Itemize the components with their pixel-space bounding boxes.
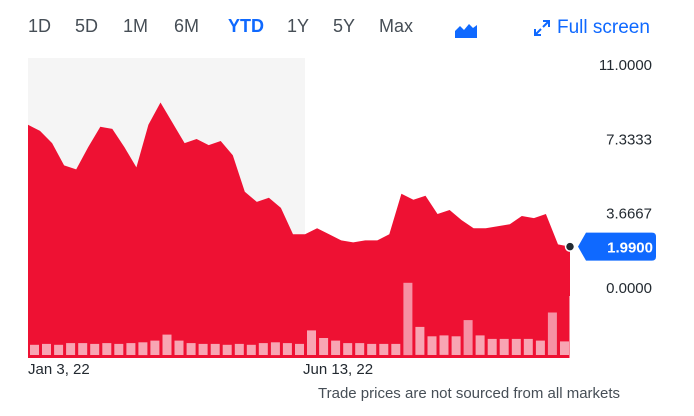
volume-bar bbox=[222, 344, 232, 355]
volume-bar bbox=[307, 330, 316, 355]
volume-bar bbox=[367, 343, 377, 355]
volume-bar bbox=[66, 343, 76, 355]
y-tick-label: 11.0000 bbox=[599, 57, 652, 74]
volume-bar bbox=[427, 336, 437, 355]
volume-bar bbox=[138, 342, 148, 356]
volume-bar bbox=[282, 343, 292, 355]
current-price-marker bbox=[564, 241, 576, 252]
price-area-series bbox=[28, 102, 570, 358]
volume-bar bbox=[535, 340, 545, 355]
mountain-chart-icon[interactable] bbox=[455, 22, 477, 43]
volume-bar bbox=[403, 282, 413, 356]
fullscreen-label: Full screen bbox=[557, 17, 650, 38]
fullscreen-button[interactable]: Full screen bbox=[533, 17, 650, 39]
volume-bar bbox=[90, 343, 100, 355]
volume-bar bbox=[439, 335, 449, 355]
volume-bar bbox=[174, 340, 184, 355]
volume-bar bbox=[186, 343, 196, 355]
current-price-badge bbox=[578, 232, 656, 261]
volume-bar bbox=[487, 338, 497, 355]
current-price-label: 1.9900 bbox=[607, 240, 653, 257]
volume-bar bbox=[54, 344, 64, 355]
y-tick-label: 3.6667 bbox=[606, 206, 652, 223]
volume-bar bbox=[523, 338, 533, 355]
range-6m-button[interactable]: 6M bbox=[174, 16, 200, 36]
volume-bar bbox=[355, 343, 365, 355]
volume-bar bbox=[319, 338, 329, 355]
y-tick-label: 0.0000 bbox=[606, 280, 652, 297]
x-tick-label: Jan 3, 22 bbox=[28, 361, 90, 378]
volume-bar bbox=[270, 342, 280, 356]
volume-bar bbox=[162, 334, 172, 355]
range-1d-button[interactable]: 1D bbox=[28, 16, 52, 36]
volume-bar bbox=[391, 343, 401, 355]
volume-bar bbox=[234, 343, 244, 355]
range-1y-button[interactable]: 1Y bbox=[287, 16, 310, 36]
volume-bar bbox=[560, 341, 569, 355]
volume-bar bbox=[78, 343, 88, 355]
range-5y-button[interactable]: 5Y bbox=[333, 16, 356, 36]
volume-bar bbox=[511, 338, 521, 355]
expand-arrows-icon bbox=[534, 20, 550, 36]
volume-bar bbox=[102, 343, 112, 355]
volume-bar bbox=[198, 343, 208, 355]
volume-bar bbox=[547, 312, 557, 355]
volume-bar bbox=[379, 343, 389, 355]
range-ytd-button[interactable]: YTD bbox=[228, 16, 264, 36]
x-tick-label: Jun 13, 22 bbox=[303, 361, 373, 378]
volume-bar bbox=[210, 343, 220, 355]
volume-bar bbox=[126, 343, 136, 355]
volume-bar bbox=[295, 343, 304, 355]
range-max-button[interactable]: Max bbox=[379, 16, 414, 36]
volume-bar bbox=[246, 344, 256, 355]
chart-footnote: Trade prices are not sourced from all ma… bbox=[318, 385, 621, 402]
volume-bar bbox=[150, 340, 160, 355]
volume-bar bbox=[451, 336, 461, 355]
volume-bar bbox=[499, 338, 509, 355]
volume-bar bbox=[463, 320, 473, 355]
volume-bar bbox=[415, 326, 425, 355]
volume-bar bbox=[114, 343, 124, 355]
volume-bar bbox=[258, 343, 268, 355]
volume-bar bbox=[331, 340, 341, 355]
range-5d-button[interactable]: 5D bbox=[75, 16, 99, 36]
volume-bar bbox=[42, 343, 51, 355]
volume-bar bbox=[30, 344, 39, 355]
volume-bar bbox=[475, 335, 485, 355]
y-tick-label: 7.3333 bbox=[606, 131, 652, 148]
chart-toolbar: 1D 5D 1M 6M YTD 1Y 5Y Max Full screen bbox=[0, 0, 694, 60]
range-1m-button[interactable]: 1M bbox=[123, 16, 149, 36]
volume-bar bbox=[343, 343, 353, 355]
